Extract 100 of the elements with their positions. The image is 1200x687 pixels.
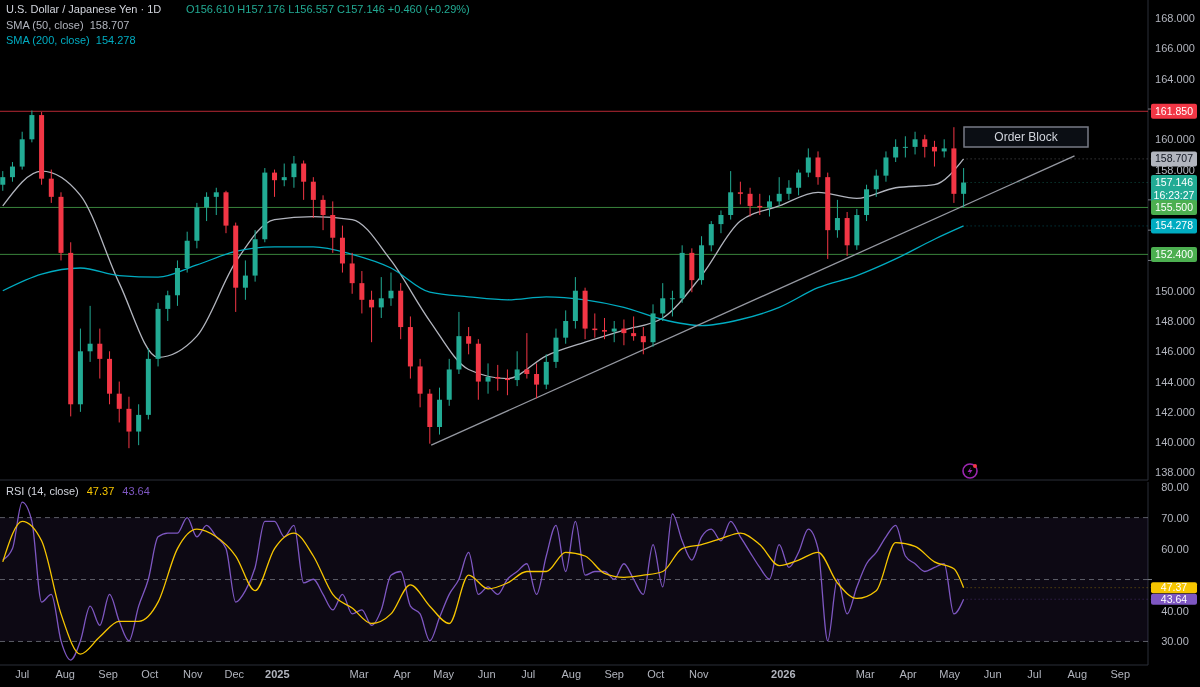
- annotation: 47.37: [1160, 581, 1188, 594]
- y-tick-label: 144.000: [1155, 375, 1195, 388]
- ref-line-label: 161.850: [1155, 104, 1194, 117]
- x-tick-label: Oct: [141, 668, 159, 680]
- candlestick: [534, 362, 540, 399]
- x-tick-label: Jun: [983, 668, 1002, 680]
- y-tick-label: 140.000: [1155, 436, 1195, 449]
- candlestick: [669, 290, 675, 317]
- x-tick-label: May: [433, 668, 455, 680]
- x-tick-label: Sep: [604, 668, 624, 680]
- x-tick-label: Aug: [55, 668, 75, 680]
- x-tick-label: Jul: [15, 668, 30, 680]
- x-tick-label: Mar: [855, 668, 875, 680]
- candlestick: [165, 290, 171, 322]
- candlestick: [922, 134, 928, 158]
- candlestick: [776, 176, 782, 207]
- candlestick: [281, 163, 287, 187]
- annotation: 157.146: [1155, 176, 1194, 189]
- candlestick: [9, 161, 15, 183]
- candlestick: [495, 364, 501, 392]
- y-tick-label: 60.00: [1161, 542, 1189, 555]
- y-tick-label: 40.00: [1161, 604, 1189, 617]
- candlestick: [330, 200, 336, 254]
- y-tick-label: 164.000: [1155, 72, 1195, 85]
- x-tick-label: Apr: [393, 668, 411, 680]
- annotation: 154.278: [1155, 219, 1194, 232]
- candlestick: [116, 381, 122, 423]
- x-tick-label: Jul: [521, 668, 536, 680]
- y-tick-label: 160.000: [1155, 133, 1195, 146]
- candlestick: [718, 209, 724, 234]
- y-tick-label: 168.000: [1155, 12, 1195, 25]
- candlestick: [660, 282, 666, 322]
- candlestick: [708, 220, 714, 252]
- candlestick: [485, 362, 491, 395]
- y-tick-label: 30.00: [1161, 635, 1189, 648]
- x-tick-label: Dec: [224, 668, 245, 680]
- candlestick: [640, 326, 646, 355]
- candlestick: [563, 309, 569, 345]
- line-series: [2, 158, 965, 380]
- ref-line-label: 155.500: [1155, 200, 1194, 213]
- candlestick: [378, 276, 384, 319]
- candlestick: [388, 272, 394, 307]
- candlestick: [815, 150, 821, 186]
- candlestick: [272, 169, 278, 198]
- candlestick: [514, 350, 520, 387]
- candlestick: [466, 326, 472, 355]
- candlestick: [320, 194, 326, 231]
- x-tick-label: Oct: [647, 668, 665, 680]
- candlestick: [136, 403, 142, 446]
- candlestick: [893, 138, 899, 163]
- y-tick-label: 80.00: [1161, 480, 1189, 493]
- candlestick: [961, 167, 967, 208]
- candlestick: [310, 176, 316, 219]
- candlestick: [204, 191, 210, 222]
- annotation: 158.707: [1155, 152, 1194, 165]
- candlestick: [301, 160, 307, 201]
- annotation: Order Block: [994, 130, 1059, 144]
- candlestick: [786, 179, 792, 201]
- candlestick: [543, 353, 549, 390]
- candlestick: [291, 155, 297, 189]
- y-tick-label: 166.000: [1155, 42, 1195, 55]
- y-tick-label: 70.00: [1161, 511, 1189, 524]
- candlestick: [766, 194, 772, 218]
- text: SMA (50, close): [6, 19, 84, 31]
- candlestick: [728, 170, 734, 221]
- candlestick: [631, 315, 637, 342]
- candlestick: [883, 150, 889, 183]
- x-tick-label: Aug: [1067, 668, 1088, 680]
- candlestick: [48, 169, 54, 204]
- candlestick: [941, 138, 947, 158]
- x-tick-label: 2026: [771, 668, 796, 680]
- candlestick: [369, 290, 375, 343]
- candlestick: [126, 396, 132, 449]
- ref-line-label: 152.400: [1155, 247, 1194, 260]
- y-tick-label: 138.000: [1155, 466, 1195, 479]
- candlestick: [242, 259, 248, 301]
- y-tick-label: 146.000: [1155, 345, 1195, 358]
- candlestick: [796, 169, 802, 196]
- y-tick-label: 148.000: [1155, 315, 1195, 328]
- annotation: 16:23:27: [1153, 189, 1195, 202]
- x-tick-label: May: [939, 668, 961, 680]
- text: 158.707: [89, 19, 130, 31]
- candlestick: [611, 320, 617, 343]
- annotation: O156.610 H157.176 L156.557 C157.146 +0.460 (+0.29%): [186, 3, 470, 15]
- candlestick: [87, 305, 93, 363]
- candlestick: [873, 169, 879, 198]
- x-tick-label: Apr: [899, 668, 918, 680]
- candlestick: [912, 131, 918, 155]
- candlestick: [902, 135, 908, 158]
- candlestick: [0, 170, 6, 192]
- x-tick-label: Jul: [1027, 668, 1042, 680]
- x-tick-label: Sep: [98, 668, 118, 680]
- x-tick-label: Mar: [349, 668, 369, 680]
- candlestick: [213, 187, 219, 216]
- text: SMA (200, close): [6, 34, 90, 46]
- candlestick: [834, 199, 840, 239]
- candlestick: [524, 332, 530, 380]
- x-tick-label: Aug: [561, 668, 582, 680]
- x-tick-label: 2025: [265, 668, 290, 680]
- candlestick: [349, 252, 355, 295]
